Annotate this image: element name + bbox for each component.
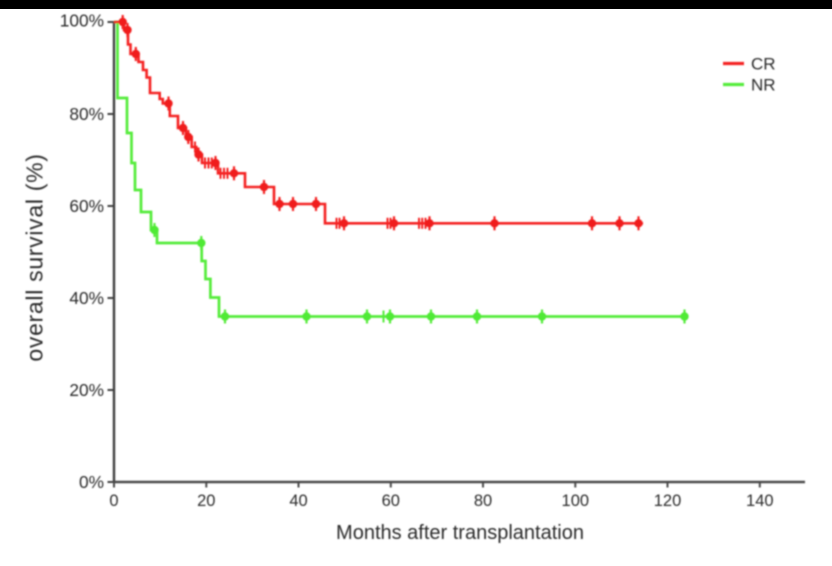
svg-text:120: 120	[654, 492, 682, 510]
svg-text:Months after transplantation: Months after transplantation	[336, 522, 584, 544]
svg-text:140: 140	[746, 492, 774, 510]
svg-text:20%: 20%	[69, 380, 104, 400]
svg-text:100%: 100%	[60, 11, 104, 31]
svg-text:0: 0	[109, 492, 118, 510]
svg-text:80: 80	[474, 492, 492, 510]
svg-text:overall survival (%): overall survival (%)	[22, 153, 48, 361]
svg-text:40%: 40%	[69, 288, 104, 308]
svg-text:80%: 80%	[69, 104, 104, 124]
svg-text:20: 20	[197, 492, 215, 510]
svg-text:60: 60	[382, 492, 400, 510]
svg-text:NR: NR	[751, 75, 776, 94]
svg-text:100: 100	[562, 492, 590, 510]
svg-text:60%: 60%	[69, 196, 104, 216]
svg-text:0%: 0%	[79, 472, 104, 492]
svg-text:CR: CR	[751, 54, 776, 73]
svg-text:40: 40	[289, 492, 307, 510]
